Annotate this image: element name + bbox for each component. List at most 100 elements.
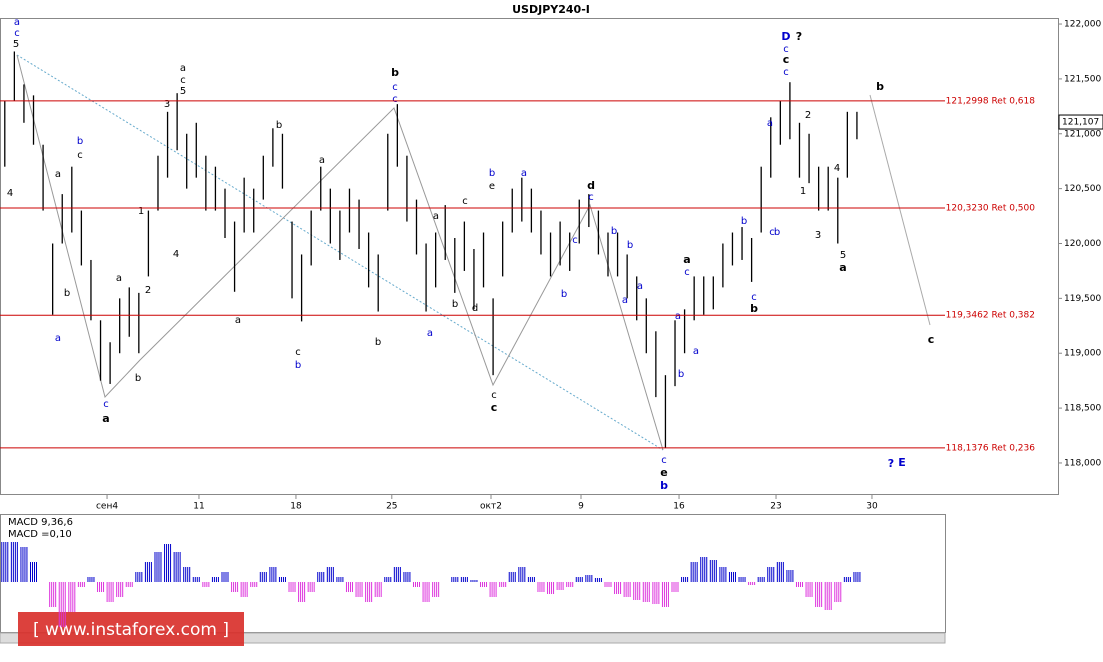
wave-label: b <box>660 479 668 492</box>
x-tick-label: 16 <box>673 502 685 512</box>
wave-label: c <box>684 267 690 278</box>
wave-label: 2 <box>805 110 811 121</box>
wave-label: a <box>55 169 61 180</box>
y-tick-label: 119,500 <box>1064 294 1101 304</box>
wave-label: a <box>433 211 439 222</box>
x-tick-label: 30 <box>866 502 878 512</box>
wave-label: c <box>769 227 775 238</box>
wave-label: E <box>898 456 906 469</box>
wave-label: b <box>452 299 458 310</box>
wave-label: a <box>116 273 122 284</box>
wave-label: b <box>276 120 282 131</box>
wave-label: a <box>637 281 643 292</box>
wave-label: c <box>928 333 935 346</box>
wave-label: 3 <box>164 99 170 110</box>
wave-label: 2 <box>145 285 151 296</box>
wave-label: c <box>588 192 594 203</box>
wave-label: a <box>55 333 61 344</box>
wave-label: c <box>14 28 20 39</box>
wave-label: ? <box>796 30 802 43</box>
wave-label: c <box>783 44 789 55</box>
y-tick-label: 118,000 <box>1064 458 1101 468</box>
forecast-line <box>869 94 931 326</box>
wave-label: a <box>693 346 699 357</box>
wave-label: c <box>491 390 497 401</box>
wave-label: c <box>77 150 83 161</box>
wave-label: b <box>774 227 780 238</box>
wave-label: c <box>392 94 398 105</box>
wave-label: c <box>783 53 790 66</box>
wave-label: D <box>781 30 790 43</box>
watermark: [ www.instaforex.com ] <box>33 620 229 640</box>
macd-value: MACD =0,10 <box>8 529 72 540</box>
x-tick-label: 9 <box>578 502 584 512</box>
wave-label: b <box>678 369 684 380</box>
wave-label: b <box>750 302 758 315</box>
wave-label: a <box>180 63 186 74</box>
wave-label: e <box>489 181 495 192</box>
wave-label: a <box>102 412 109 425</box>
fib-label: 121,2998 Ret 0,618 <box>946 96 1036 106</box>
fib-label: 118,1376 Ret 0,236 <box>946 443 1036 453</box>
wave-label: 4 <box>834 163 840 174</box>
y-tick-label: 121,500 <box>1064 74 1101 84</box>
y-tick-label: 118,500 <box>1064 404 1101 414</box>
wave-label: c <box>295 347 301 358</box>
wave-label: a <box>319 155 325 166</box>
wave-label: c <box>103 399 109 410</box>
wave-label: c <box>392 82 398 93</box>
wave-label: c <box>783 67 789 78</box>
y-tick-label: 120,000 <box>1064 239 1101 249</box>
wave-label: b <box>627 240 633 251</box>
wave-label: c <box>572 235 578 246</box>
wave-label: a <box>235 315 241 326</box>
last-price: 121,107 <box>1062 118 1099 128</box>
wave-label: b <box>77 136 83 147</box>
price-bars <box>4 51 858 448</box>
wave-label: b <box>741 216 747 227</box>
wave-label: b <box>391 66 399 79</box>
wave-label: c <box>751 292 757 303</box>
x-tick-label: 11 <box>193 502 204 512</box>
x-tick-label: 23 <box>770 502 781 512</box>
wave-label: 1 <box>138 206 144 217</box>
wave-label: a <box>622 295 628 306</box>
wave-label: d <box>472 303 478 314</box>
wave-label: e <box>660 466 667 479</box>
wave-label: b <box>561 289 567 300</box>
x-tick-label: окт2 <box>480 502 502 512</box>
wave-label: b <box>611 226 617 237</box>
wave-label: a <box>14 17 20 28</box>
y-tick-label: 122,000 <box>1064 20 1101 30</box>
wave-label: b <box>375 337 381 348</box>
price-frame <box>0 18 1059 495</box>
fib-label: 120,3230 Ret 0,500 <box>946 204 1036 214</box>
wave-label: a <box>683 253 690 266</box>
y-tick-label: 119,000 <box>1064 349 1101 359</box>
wave-label: b <box>295 360 301 371</box>
wave-label: ? <box>888 457 894 470</box>
wave-label: a <box>521 168 527 179</box>
watermark-box <box>18 612 244 646</box>
fib-label: 119,3462 Ret 0,382 <box>946 311 1035 321</box>
wave-label: a <box>675 311 681 322</box>
wave-label: 4 <box>7 188 13 199</box>
wave-label: b <box>135 373 141 384</box>
wave-zigzag <box>16 54 664 451</box>
wave-label: 5 <box>13 39 19 50</box>
wave-label: b <box>64 288 70 299</box>
scroll-bar <box>0 632 946 644</box>
wave-label: b <box>489 168 495 179</box>
wave-label: 3 <box>815 230 821 241</box>
wave-label: d <box>587 179 595 192</box>
wave-label: c <box>661 455 667 466</box>
wave-label: 4 <box>173 249 179 260</box>
chart-title: USDJPY240-I <box>512 3 590 16</box>
wave-label: c <box>180 75 186 86</box>
wave-label: 5 <box>180 86 186 97</box>
y-tick-label: 120,500 <box>1064 184 1101 194</box>
wave-label: 1 <box>800 186 806 197</box>
wave-label: c <box>491 401 498 414</box>
